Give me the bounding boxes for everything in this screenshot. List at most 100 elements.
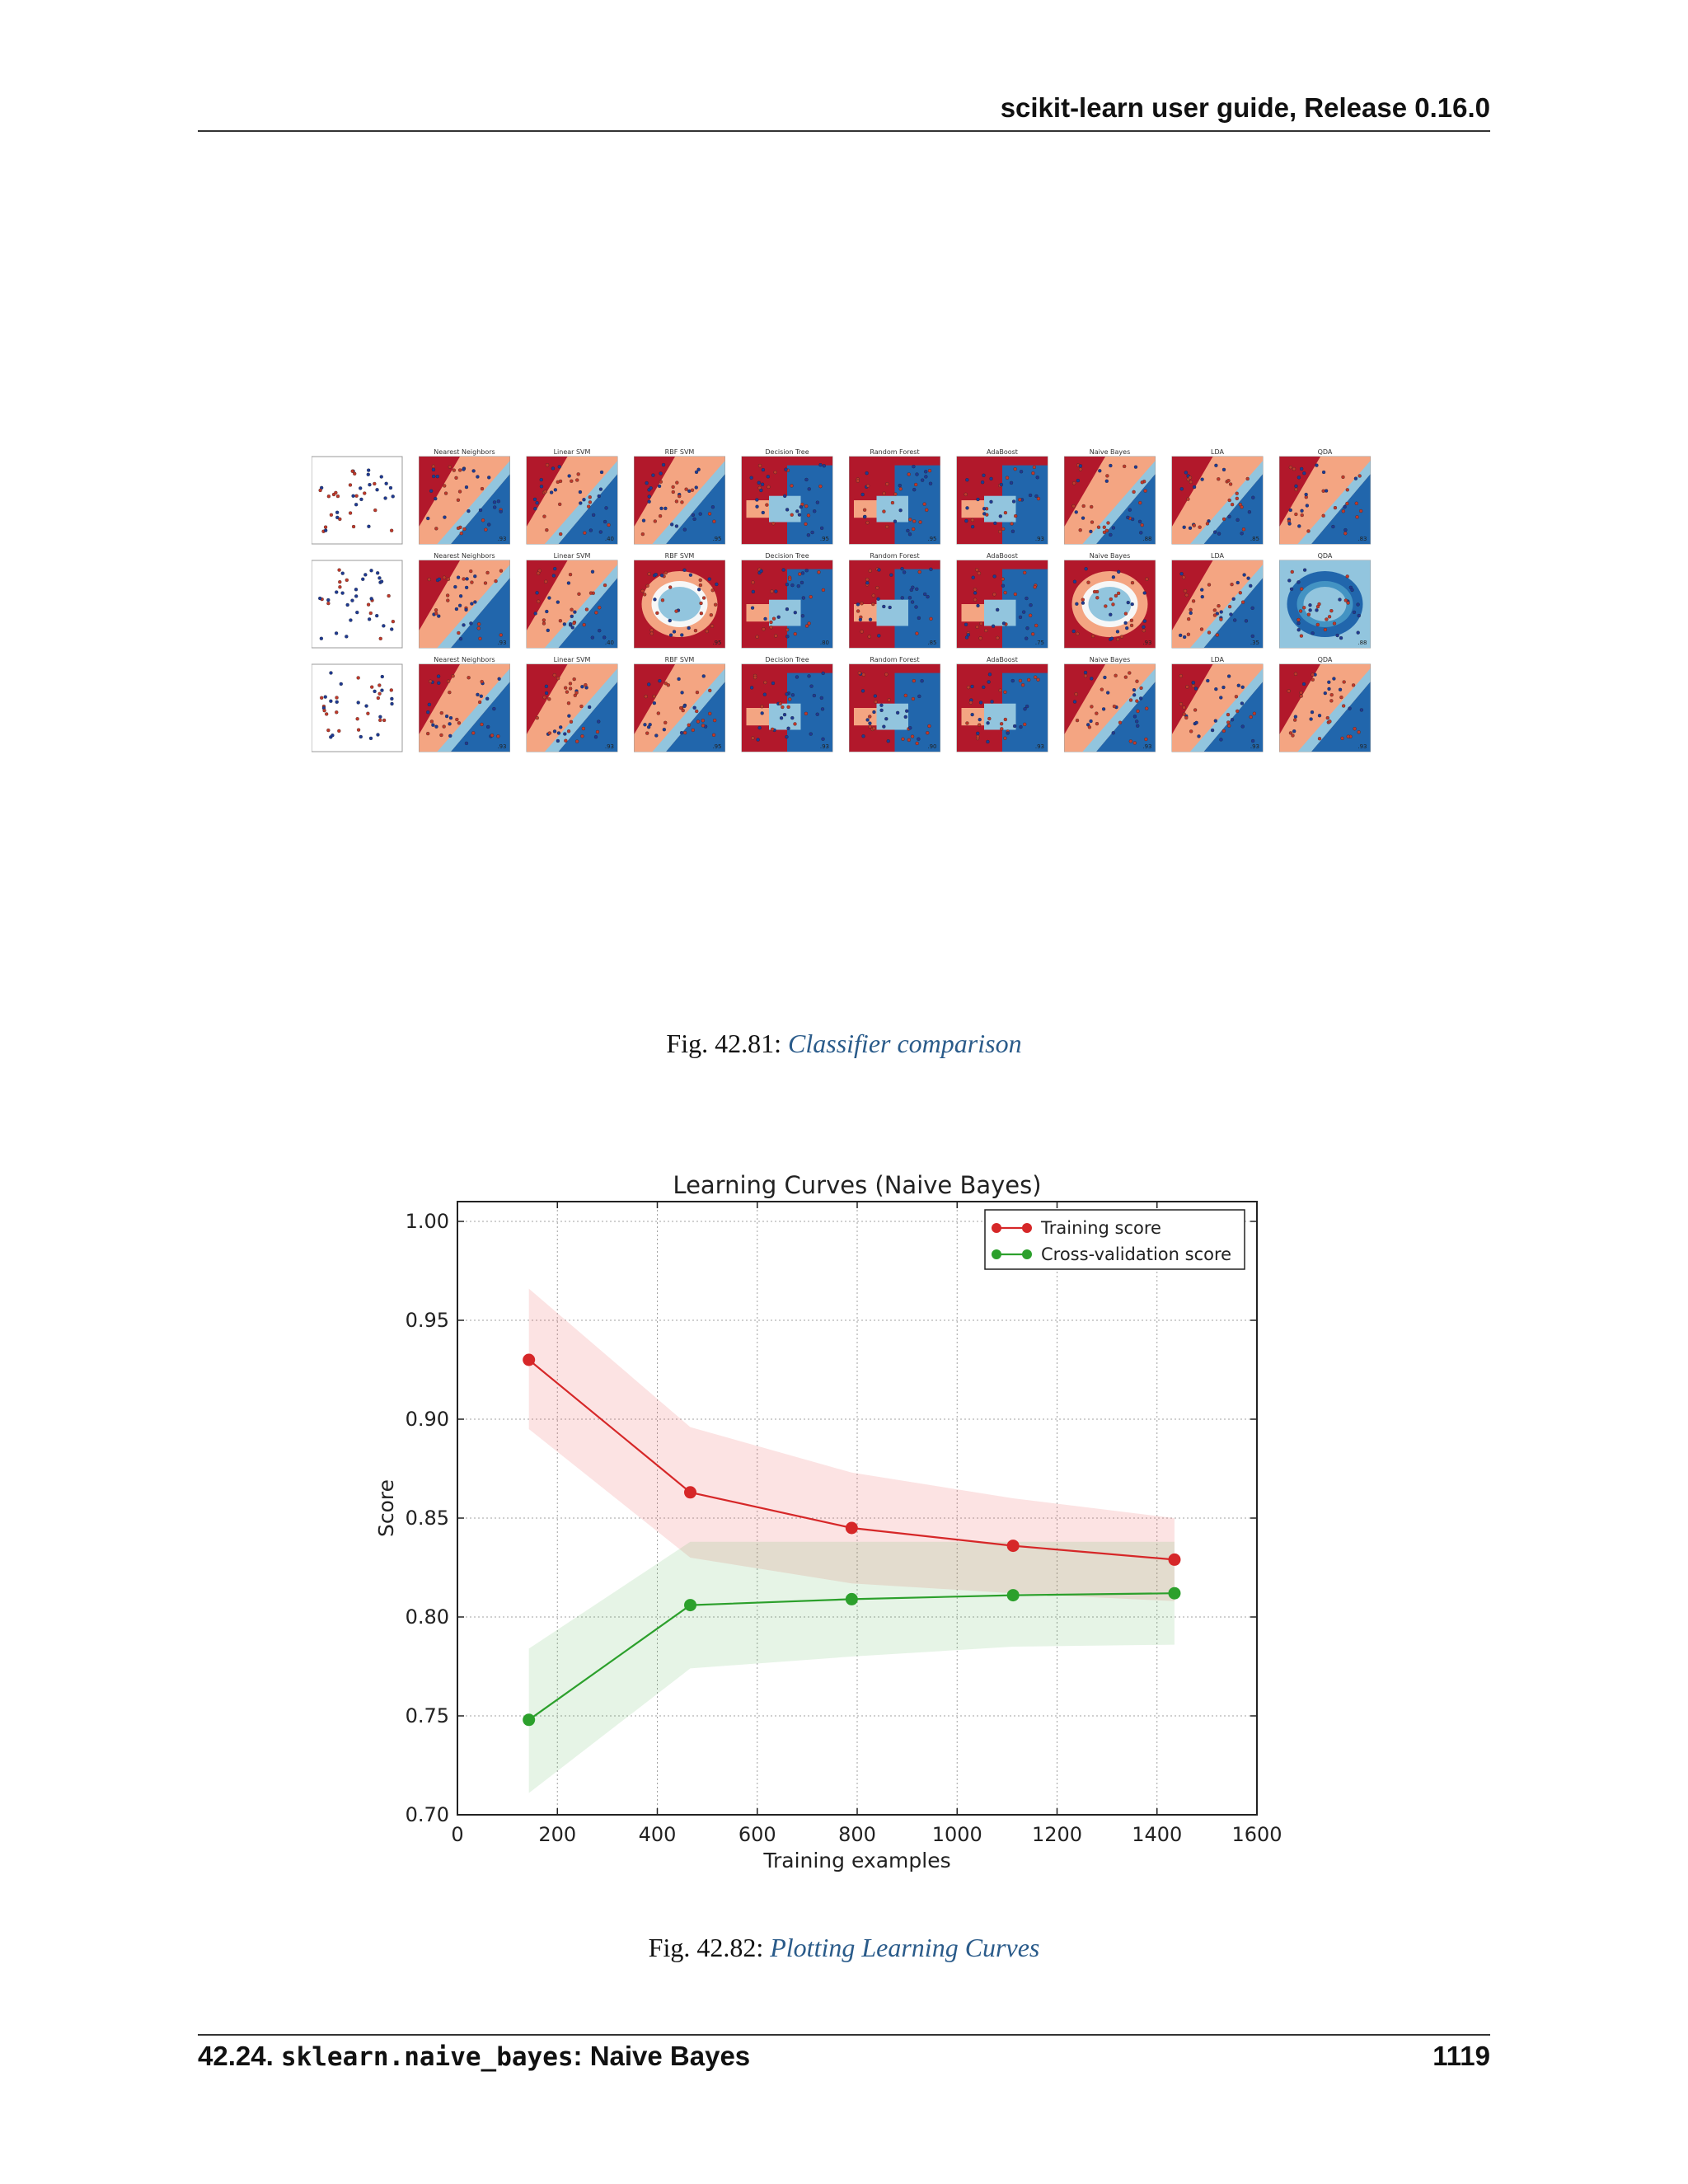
point-cross-validation <box>684 1599 697 1612</box>
subplot-score: .88 <box>1142 536 1151 542</box>
y-tick-label: 0.85 <box>406 1507 449 1530</box>
subplot-score: .80 <box>820 640 829 646</box>
subplot-score: .93 <box>497 536 506 542</box>
point-training <box>1168 1553 1181 1566</box>
y-tick-label: 0.80 <box>406 1605 449 1629</box>
subplot-r3-c6: Random Forest .90 <box>849 656 940 752</box>
subplot-title: LDA <box>1211 656 1224 663</box>
subplot-r1-c3: Linear SVM .40 <box>526 448 618 545</box>
subplot-score: .93 <box>1142 743 1151 750</box>
subplot-score: .95 <box>712 743 721 750</box>
legend: Training score Cross-validation score <box>984 1209 1245 1270</box>
point-cross-validation <box>1006 1589 1020 1602</box>
subplot-r2-c4: RBF SVM .95 <box>634 552 725 649</box>
subplot-title: QDA <box>1318 552 1333 560</box>
y-tick-label: 0.95 <box>406 1309 449 1332</box>
subplot-score: .93 <box>1035 743 1044 750</box>
point-cross-validation <box>845 1592 858 1605</box>
x-tick-label: 1200 <box>1032 1823 1082 1846</box>
subplot-title: Random Forest <box>870 552 919 560</box>
subplot-r1-c2: Nearest Neighbors .93 <box>419 448 510 545</box>
legend-marker <box>992 1223 1001 1233</box>
subplot-score: .93 <box>820 743 829 750</box>
subplot-score: .93 <box>497 640 506 646</box>
x-tick-label: 0 <box>451 1823 463 1846</box>
subplot-title: Linear SVM <box>554 552 591 560</box>
subplot-r2-c2: Nearest Neighbors .93 <box>419 552 510 649</box>
subplot-title: AdaBoost <box>987 656 1018 663</box>
subplot-score: .93 <box>1142 640 1151 646</box>
subplot-r1-c7: AdaBoost .93 <box>956 448 1048 545</box>
subplot-title: LDA <box>1211 448 1224 456</box>
footer-module-name[interactable]: sklearn.naive_bayes <box>280 2042 574 2072</box>
band-training <box>528 1288 1175 1601</box>
subplot-score: .95 <box>712 536 721 542</box>
subplot-score: .85 <box>1250 536 1259 542</box>
subplot-r1-c9: LDA .85 <box>1171 448 1264 545</box>
footer-section-suffix: : Naive Bayes <box>573 2041 751 2071</box>
point-training <box>684 1486 697 1499</box>
subplot-r2-c1 <box>312 560 403 649</box>
y-axis-label: Score <box>374 1479 398 1537</box>
point-training <box>1006 1540 1020 1553</box>
subplot-title: RBF SVM <box>665 552 695 560</box>
legend-marker <box>1022 1249 1032 1259</box>
subplot-r3-c1 <box>312 663 403 752</box>
point-training <box>845 1521 858 1535</box>
subplot-score: .40 <box>605 536 614 542</box>
subplot-title: Random Forest <box>870 656 919 663</box>
subplot-r1-c6: Random Forest .95 <box>849 448 940 545</box>
caption-2-prefix: Fig. 42.82: <box>648 1933 771 1962</box>
legend-label: Cross-validation score <box>1041 1244 1231 1264</box>
subplot-r3-c4: RBF SVM .95 <box>634 656 725 752</box>
subplot-title: RBF SVM <box>665 448 695 456</box>
subplot-r3-c7: AdaBoost .93 <box>956 656 1048 752</box>
point-cross-validation <box>1168 1586 1181 1600</box>
subplot-r2-c10: QDA .88 <box>1279 552 1371 649</box>
subplot-r1-c8: Naive Bayes .88 <box>1064 448 1156 545</box>
caption-2-link[interactable]: Plotting Learning Curves <box>770 1933 1040 1962</box>
footer-section-number: 42.24. <box>198 2041 281 2071</box>
header-title: scikit-learn user guide, Release 0.16.0 <box>1000 92 1490 123</box>
subplot-score: .95 <box>927 536 936 542</box>
subplot-score: .75 <box>1035 640 1044 646</box>
subplot-score: .95 <box>820 536 829 542</box>
subplot-score: .85 <box>927 640 936 646</box>
y-tick-label: 1.00 <box>406 1210 449 1233</box>
point-training <box>523 1353 536 1366</box>
learning-curves-chart: 0 200 400 600 800 1000 1200 1400 1600 0.70 0.75 0.8… <box>374 1171 1282 1872</box>
subplot-score: .93 <box>1035 536 1044 542</box>
y-tick-label: 0.90 <box>406 1408 449 1431</box>
legend-marker <box>992 1249 1001 1259</box>
subplot-score: .88 <box>1357 640 1367 646</box>
x-tick-label: 1600 <box>1231 1823 1282 1846</box>
figure-caption-2: Fig. 42.82: Plotting Learning Curves <box>0 1933 1688 1963</box>
subplot-title: QDA <box>1318 448 1333 456</box>
subplot-title: Naive Bayes <box>1090 448 1131 456</box>
x-tick-label: 1000 <box>932 1823 982 1846</box>
x-axis-label: Training examples <box>762 1849 950 1872</box>
subplot-score: .35 <box>1250 640 1259 646</box>
subplot-r3-c2: Nearest Neighbors .93 <box>419 656 510 752</box>
subplot-r3-c10: QDA .93 <box>1279 656 1371 752</box>
y-tick-label: 0.75 <box>406 1704 449 1727</box>
subplot-title: Nearest Neighbors <box>434 552 495 560</box>
header-rule <box>198 130 1490 132</box>
subplot-title: Decision Tree <box>765 552 809 560</box>
subplot-r1-c10: QDA .83 <box>1279 448 1371 545</box>
subplot-title: Decision Tree <box>765 448 809 456</box>
footer-section-title: 42.24. sklearn.naive_bayes: Naive Bayes <box>198 2041 750 2072</box>
subplot-score: .93 <box>1250 743 1259 750</box>
subplot-score: .40 <box>605 640 614 646</box>
subplot-title: QDA <box>1318 656 1333 663</box>
subplot-r2-c5: Decision Tree .80 <box>741 552 833 649</box>
caption-1-prefix: Fig. 42.81: <box>666 1029 788 1058</box>
subplot-r2-c7: AdaBoost .75 <box>956 552 1048 649</box>
subplot-r3-c8: Naive Bayes .93 <box>1064 656 1156 752</box>
subplot-r3-c3: Linear SVM .93 <box>526 656 618 752</box>
caption-1-link[interactable]: Classifier comparison <box>788 1029 1022 1058</box>
legend-label: Training score <box>1040 1218 1161 1238</box>
subplot-title: Nearest Neighbors <box>434 448 495 456</box>
x-tick-label: 200 <box>538 1823 576 1846</box>
point-cross-validation <box>523 1713 536 1727</box>
